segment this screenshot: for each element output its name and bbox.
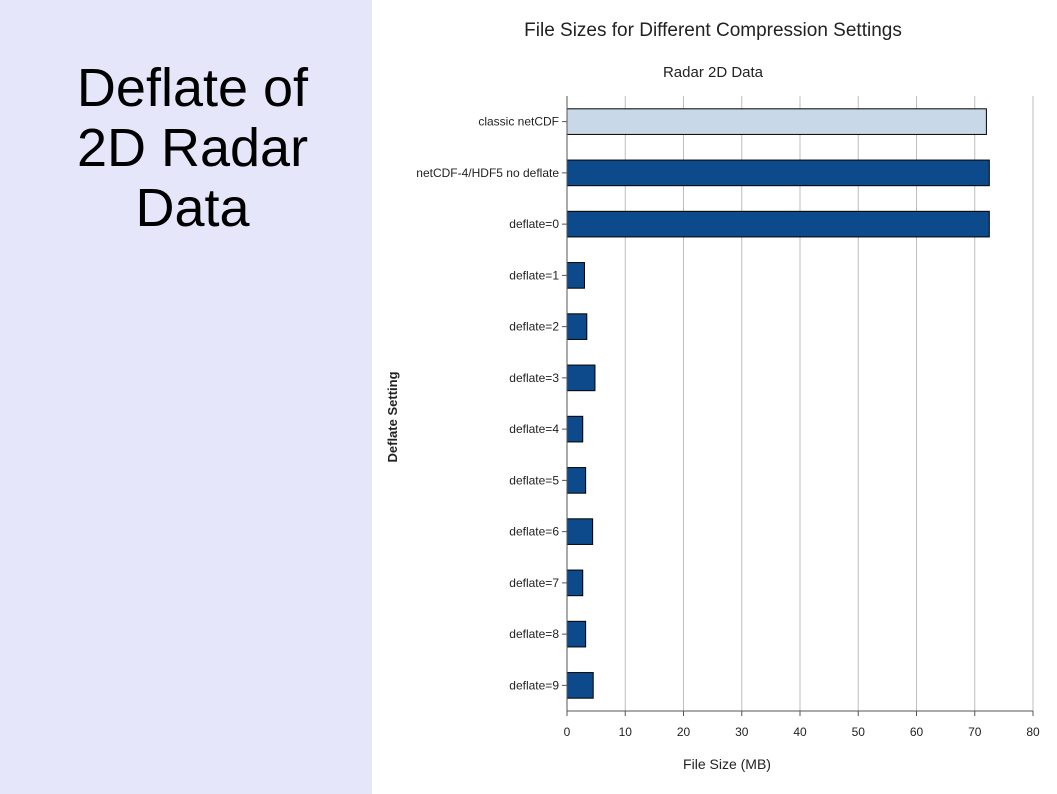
y-tick-label-10: deflate=8	[509, 627, 559, 641]
y-tick-label-2: deflate=0	[509, 217, 559, 231]
y-axis-label: Deflate Setting	[385, 371, 400, 462]
x-tick-label-3: 30	[735, 725, 749, 739]
y-tick-label-9: deflate=7	[509, 576, 559, 590]
slide-title-line-2: 2D Radar	[76, 118, 309, 178]
chart-title: File Sizes for Different Compression Set…	[524, 20, 902, 41]
bar-6	[566, 415, 584, 443]
y-tick-label-1: netCDF-4/HDF5 no deflate	[416, 166, 559, 180]
x-tick-label-0: 0	[564, 725, 571, 739]
y-tick-label-8: deflate=6	[509, 525, 559, 539]
y-tick-label-5: deflate=3	[509, 371, 559, 385]
bars	[566, 108, 990, 699]
y-tick-label-4: deflate=2	[509, 320, 559, 334]
x-tick-label-2: 20	[677, 725, 691, 739]
bar-3	[566, 262, 585, 289]
x-axis-label: File Size (MB)	[683, 756, 771, 772]
y-tick-label-3: deflate=1	[509, 268, 559, 282]
x-tick-label-6: 60	[910, 725, 924, 739]
bar-10	[566, 620, 587, 648]
bar-1	[566, 159, 990, 187]
x-tick-label-1: 10	[619, 725, 633, 739]
slide-title-line-1: Deflate of	[76, 58, 309, 118]
bar-7	[566, 467, 587, 494]
x-tick-label-8: 80	[1026, 725, 1040, 739]
bar-2	[566, 210, 990, 238]
slide-title-line-3: Data	[135, 178, 250, 238]
bar-5	[566, 364, 596, 392]
x-tick-label-5: 50	[852, 725, 866, 739]
bar-8	[566, 518, 594, 545]
y-tick-label-7: deflate=5	[509, 473, 559, 487]
bar-11	[566, 672, 594, 699]
x-tick-label-4: 40	[793, 725, 807, 739]
chart-subtitle: Radar 2D Data	[663, 64, 764, 81]
slide-title: Deflate of 2D Radar Data	[0, 58, 385, 238]
axes: 0 10 20 30 40 50 60 70 80 classic netCDF netCDF-4/…	[416, 96, 1040, 739]
bar-9	[566, 569, 584, 597]
x-tick-label-7: 70	[968, 725, 982, 739]
grid-lines	[624, 96, 1034, 711]
bar-4	[566, 313, 588, 340]
y-tick-label-0: classic netCDF	[478, 115, 559, 129]
slide-side-panel: Deflate of 2D Radar Data	[0, 0, 372, 794]
bar-chart: File Sizes for Different Compression Set…	[385, 20, 1040, 772]
bar-0	[566, 108, 987, 135]
y-tick-label-11: deflate=9	[509, 678, 559, 692]
y-tick-label-6: deflate=4	[509, 422, 559, 436]
